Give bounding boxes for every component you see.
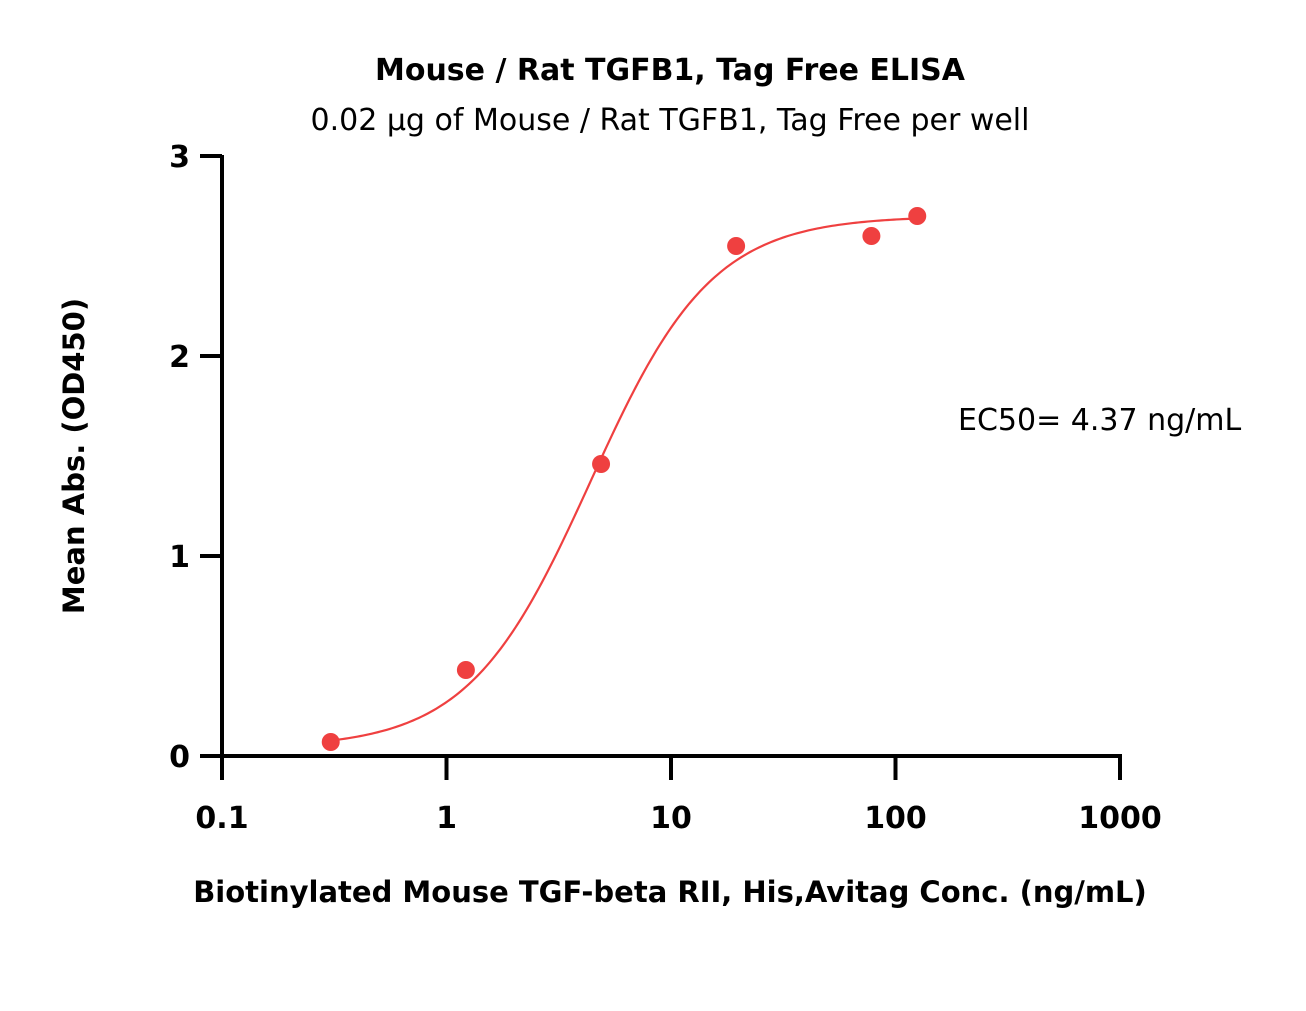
x-tick-label: 1000 — [1078, 801, 1162, 836]
data-point — [456, 661, 475, 679]
y-tick-label: 2 — [169, 340, 190, 375]
data-point — [592, 455, 611, 473]
chart-subtitle: 0.02 μg of Mouse / Rat TGFB1, Tag Free p… — [311, 103, 1030, 138]
chart-title: Mouse / Rat TGFB1, Tag Free ELISA — [375, 53, 966, 88]
x-tick-label: 0.1 — [195, 801, 248, 836]
x-ticks: 0.1 1 10 100 1000 — [195, 756, 1162, 836]
data-point — [862, 227, 881, 245]
ec50-annotation: EC50= 4.37 ng/mL — [958, 403, 1241, 438]
x-tick-label: 1 — [436, 801, 457, 836]
y-axis-label: Mean Abs. (OD450) — [57, 298, 91, 614]
x-tick-label: 100 — [864, 801, 927, 836]
fit-curve-layer — [330, 217, 918, 742]
x-axis-label: Biotinylated Mouse TGF-beta RII, His,Avi… — [193, 875, 1147, 909]
data-point — [908, 207, 927, 225]
y-tick-label: 0 — [169, 740, 190, 775]
data-point — [321, 733, 340, 751]
y-ticks: 0 1 2 3 — [169, 140, 222, 775]
data-point — [727, 237, 746, 255]
y-tick-label: 1 — [169, 540, 190, 575]
y-tick-label: 3 — [169, 140, 190, 175]
fit-curve — [330, 217, 918, 742]
axes — [220, 155, 1122, 758]
x-tick-label: 10 — [650, 801, 692, 836]
data-points-layer — [321, 207, 927, 751]
